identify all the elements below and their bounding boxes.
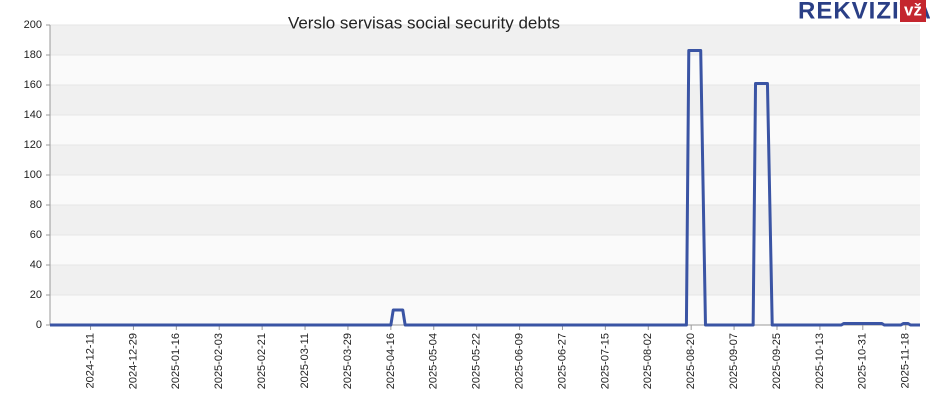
x-tick-label: 2025-08-20 [685,333,697,389]
grid-band [50,235,920,265]
logo-badge-bg[interactable] [900,0,926,22]
x-tick-label: 2025-09-25 [771,333,783,389]
y-tick-label: 120 [24,139,42,151]
y-tick-label: 80 [30,199,42,211]
x-tick-label: 2025-08-02 [642,333,654,389]
x-tick-label: 2025-04-16 [385,333,397,389]
x-tick-label: 2025-09-07 [728,333,740,389]
grid-band [50,25,920,55]
data-line [50,49,920,327]
grid-band [50,115,920,145]
x-tick-label: 2025-03-11 [299,333,311,388]
y-tick-label: 60 [30,229,42,241]
y-tick-label: 180 [24,49,42,61]
grid-band [50,175,920,205]
grid-band [50,265,920,295]
x-tick-label: 2025-05-22 [471,333,483,389]
y-tick-label: 40 [30,259,42,271]
x-tick-label: 2025-07-15 [599,333,611,389]
x-tick-label: 2025-10-31 [857,333,869,389]
x-tick-label: 2025-10-13 [814,333,826,389]
y-tick-label: 140 [24,109,42,121]
y-tick-label: 20 [30,289,42,301]
chart-title: Verslo servisas social security debts [288,13,560,32]
logo[interactable]: REKVIZITAI vž [798,0,930,24]
grid-band [50,205,920,235]
x-tick-label: 2025-03-29 [342,333,354,389]
logo-badge[interactable]: vž [904,0,922,19]
x-tick-label: 2025-02-21 [256,333,268,389]
grid-band [50,85,920,115]
x-tick-label: 2025-05-04 [428,333,440,389]
x-tick-label: 2025-02-03 [213,333,225,389]
y-tick-label: 160 [24,79,42,91]
x-tick-label: 2024-12-11 [84,333,96,388]
y-tick-label: 200 [24,19,42,31]
plot-background [50,24,920,326]
x-tick-label: 2025-01-16 [170,333,182,389]
x-tick-label: 2025-11-18 [900,333,912,388]
grid-band [50,295,920,325]
y-tick-label: 0 [36,319,42,331]
x-tick-label: 2024-12-29 [127,333,139,389]
grid-band [50,145,920,175]
y-tick-label: 100 [24,169,42,181]
x-tick-label: 2025-06-27 [556,333,568,389]
grid-band [50,55,920,85]
x-tick-label: 2025-06-09 [513,333,525,389]
